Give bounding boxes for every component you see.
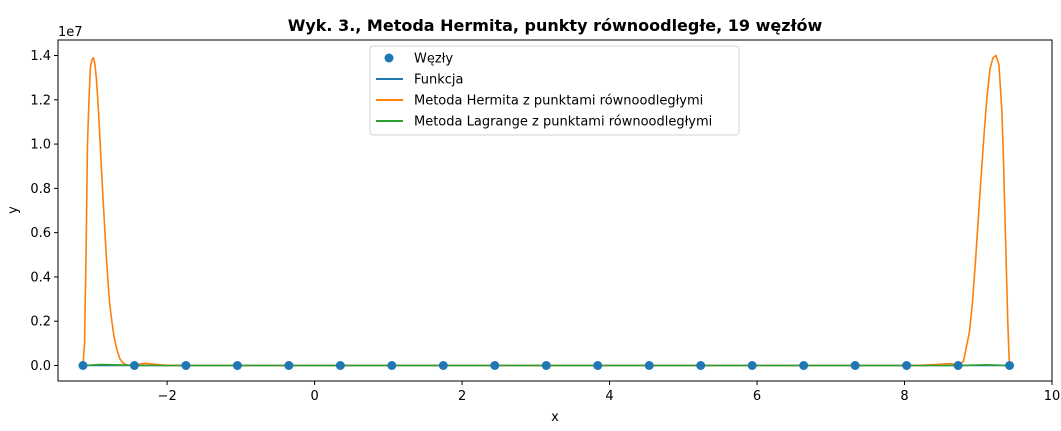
- y-tick-label: 0.2: [30, 315, 51, 330]
- y-tick-label: 0.8: [30, 182, 51, 197]
- plot-clip-group: [78, 54, 1015, 370]
- series-line-1: [82, 54, 1011, 367]
- legend-label: Metoda Lagrange z punktami równoodległym…: [414, 115, 712, 130]
- node-marker: [78, 361, 88, 370]
- x-tick-label: 4: [605, 389, 613, 404]
- node-marker: [593, 361, 603, 370]
- series-line-2: [82, 363, 1010, 367]
- node-marker: [181, 361, 191, 370]
- axes: −2 0 2 4 6 8 10 0.0 0.2 0.4 0.6 0.8 1.0 1.2 1.4: [30, 39, 1061, 404]
- y-axis-label: y: [6, 206, 21, 214]
- node-marker: [696, 361, 706, 370]
- x-tick-label: 6: [753, 389, 761, 404]
- x-axis-label: x: [551, 410, 559, 425]
- node-marker: [953, 361, 963, 370]
- node-marker: [490, 361, 500, 370]
- x-tick-label: 0: [310, 389, 318, 404]
- node-marker: [644, 361, 654, 370]
- node-marker: [747, 361, 757, 370]
- x-tick-label: 2: [458, 389, 466, 404]
- x-tick-label: 10: [1044, 389, 1061, 404]
- node-marker: [541, 361, 551, 370]
- plot-area: [78, 54, 1015, 370]
- node-marker: [799, 361, 809, 370]
- legend-frame: [369, 45, 740, 136]
- node-marker: [335, 361, 345, 370]
- legend-label: Metoda Hermita z punktami równoodległymi: [414, 94, 703, 109]
- y-tick-label: 1.4: [30, 49, 51, 64]
- node-marker: [129, 361, 139, 370]
- node-marker: [850, 361, 860, 370]
- node-marker: [902, 361, 912, 370]
- legend-label: Funkcja: [414, 73, 464, 88]
- chart-title: Wyk. 3., Metoda Hermita, punkty równoodl…: [288, 16, 823, 35]
- legend-label: Węzły: [414, 52, 453, 67]
- node-marker: [438, 361, 448, 370]
- legend: Węzły Funkcja Metoda Hermita z punktami ró…: [369, 45, 740, 136]
- x-tick-label: −2: [158, 389, 177, 404]
- y-tick-label: 0.4: [30, 270, 51, 285]
- node-marker: [1005, 361, 1015, 370]
- axes-frame: [57, 39, 1053, 382]
- y-scale-label: 1e7: [58, 25, 83, 40]
- node-marker: [284, 361, 294, 370]
- y-tick-label: 0.6: [30, 226, 51, 241]
- node-marker: [387, 361, 397, 370]
- x-tick-label: 8: [900, 389, 908, 404]
- y-tick-label: 0.0: [30, 359, 51, 374]
- y-tick-label: 1.0: [30, 138, 51, 153]
- y-tick-label: 1.2: [30, 93, 51, 108]
- node-marker: [232, 361, 242, 370]
- legend-marker: [384, 53, 394, 63]
